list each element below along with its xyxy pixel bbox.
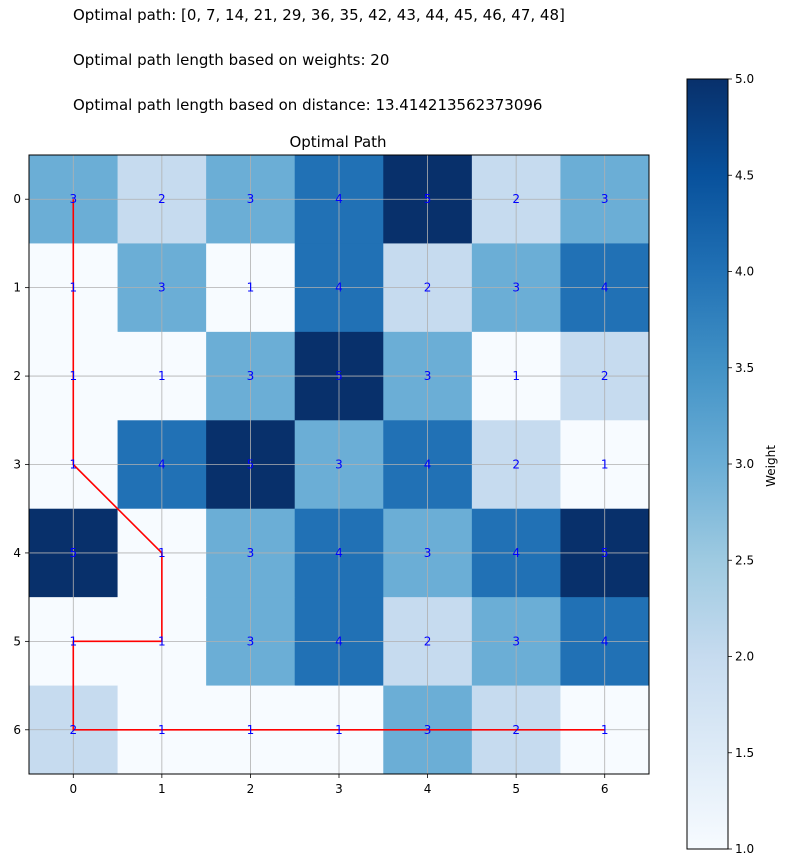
axes: 0 1 2 3 4 5 6 0 1 2 3 4 5 6 [13, 154, 650, 796]
cell-value-label: 2 [512, 723, 520, 737]
cell-value-label: 5 [335, 369, 343, 383]
cell-value-label: 1 [69, 458, 77, 472]
x-tick-label: 6 [601, 782, 609, 796]
cell-value-label: 2 [512, 192, 520, 206]
colorbar-tick-label: 2.0 [735, 650, 754, 664]
x-tick-label: 1 [158, 782, 166, 796]
colorbar-gradient [686, 78, 729, 850]
cell-value-label: 1 [335, 723, 343, 737]
cell-value-label: 3 [158, 281, 166, 295]
cell-value-label: 3 [424, 546, 432, 560]
cell-value-label: 1 [158, 369, 166, 383]
cell-value-label: 5 [424, 192, 432, 206]
cell-value-label: 3 [601, 192, 609, 206]
colorbar-tick-label: 5.0 [735, 72, 754, 86]
cell-value-label: 4 [512, 546, 520, 560]
cell-value-label: 1 [601, 458, 609, 472]
cell-value-label: 1 [69, 634, 77, 648]
x-tick-label: 5 [512, 782, 520, 796]
x-tick-label: 4 [424, 782, 432, 796]
cell-value-label: 5 [601, 546, 609, 560]
cell-value-label: 1 [601, 723, 609, 737]
cell-value-label: 4 [601, 634, 609, 648]
cell-value-label: 3 [512, 634, 520, 648]
cell-value-label: 4 [424, 458, 432, 472]
colorbar-label: Weight [764, 445, 778, 487]
x-tick-label: 2 [247, 782, 255, 796]
y-tick-label: 6 [13, 723, 21, 737]
cell-value-label: 1 [158, 723, 166, 737]
cell-value-label: 2 [512, 458, 520, 472]
cell-value-label: 1 [158, 634, 166, 648]
colorbar-tick-label: 1.0 [735, 842, 754, 856]
colorbar-tick-label: 2.5 [735, 553, 754, 567]
cell-value-label: 2 [601, 369, 609, 383]
y-tick-label: 3 [13, 458, 21, 472]
colorbar-tick-label: 3.0 [735, 457, 754, 471]
cell-value-label: 3 [69, 192, 77, 206]
colorbar-tick-label: 4.5 [735, 168, 754, 182]
colorbar-tick-label: 4.0 [735, 265, 754, 279]
cell-value-label: 2 [69, 723, 77, 737]
optimal-path [72, 199, 605, 731]
y-tick-label: 0 [13, 192, 21, 206]
optimal-path-text: Optimal path: [0, 7, 14, 21, 29, 36, 35,… [73, 6, 565, 24]
cell-value-label: 4 [335, 281, 343, 295]
cell-value-label: 3 [424, 723, 432, 737]
y-tick-label: 1 [13, 281, 21, 295]
colorbar: 1.0 1.5 2.0 2.5 3.0 3.5 4.0 4.5 5.0 [686, 72, 754, 856]
distance-length-text: Optimal path length based on distance: 1… [73, 96, 543, 114]
cell-value-label: 1 [69, 281, 77, 295]
y-tick-label: 5 [13, 634, 21, 648]
colorbar-tick-label: 3.5 [735, 361, 754, 375]
chart-title: Optimal Path [289, 133, 386, 151]
cell-value-label: 2 [424, 634, 432, 648]
cell-value-label: 2 [158, 192, 166, 206]
cell-value-label: 3 [424, 369, 432, 383]
cell-value-label: 3 [247, 369, 255, 383]
cell-value-label: 5 [247, 458, 255, 472]
cell-value-label: 1 [69, 369, 77, 383]
colorbar-tick-label: 1.5 [735, 746, 754, 760]
cell-value-label: 1 [158, 546, 166, 560]
x-tick-label: 0 [69, 782, 77, 796]
y-tick-label: 2 [13, 369, 21, 383]
cell-value-label: 2 [424, 281, 432, 295]
cell-value-label: 3 [247, 546, 255, 560]
y-tick-label: 4 [13, 546, 21, 560]
cell-value-label: 1 [247, 281, 255, 295]
cell-value-label: 3 [247, 192, 255, 206]
cell-value-label: 1 [512, 369, 520, 383]
optimal-path-line [72, 199, 605, 731]
cell-value-label: 3 [512, 281, 520, 295]
cell-value-label: 1 [247, 723, 255, 737]
cell-value-label: 3 [335, 458, 343, 472]
weight-length-text: Optimal path length based on weights: 20 [73, 51, 390, 69]
cell-value-label: 4 [335, 634, 343, 648]
cell-value-label: 4 [335, 546, 343, 560]
cell-value-label: 4 [335, 192, 343, 206]
cell-labels: 3 2 3 4 5 2 3 1 3 1 4 2 3 4 1 1 3 5 3 1 2 1 4 5 3 4 2 1 5 1 3 4 3 4 5 1 1 3 4 2… [69, 192, 608, 737]
cell-value-label: 4 [601, 281, 609, 295]
x-tick-label: 3 [335, 782, 343, 796]
cell-value-label: 3 [247, 634, 255, 648]
cell-value-label: 5 [69, 546, 77, 560]
cell-value-label: 4 [158, 458, 166, 472]
